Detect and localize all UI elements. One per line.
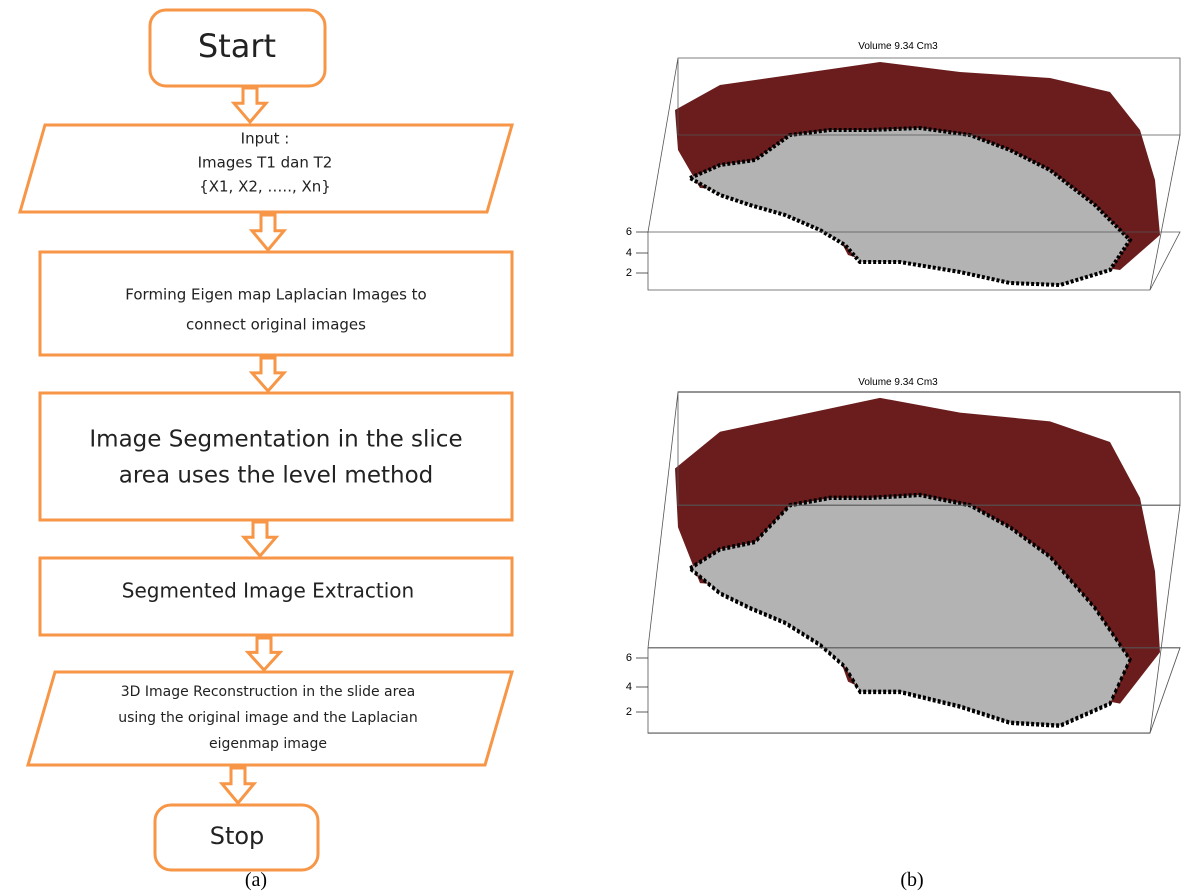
process-node [40,393,512,520]
page: Volume 9.34 Cm3 Volume 9.34 Cm3 (a) (b) … [0,0,1184,896]
node-text: Input : [241,130,290,148]
tick-label: 4 [626,681,632,693]
arrow [248,638,280,670]
node-text: Segmented Image Extraction [122,579,414,603]
node-text: area uses the level method [119,463,434,489]
node-text: Image Segmentation in the slice [89,427,462,453]
caption: (b) [900,869,923,891]
node-text: 3D Image Reconstruction in the slide are… [121,684,416,700]
arrow [244,522,276,556]
node-text: Forming Eigen map Laplacian Images to [125,286,426,304]
arrow [252,215,284,250]
tick-label: 6 [626,652,632,664]
render [648,392,1180,733]
render-title: Volume 9.34 Cm3 [858,41,938,52]
node-text: Images T1 dan T2 [198,154,333,172]
node-text: using the original image and the Laplaci… [118,710,418,726]
node-text: {X1, X2, ….., Xn} [199,178,331,196]
tick-label: 4 [626,247,632,259]
arrow [234,88,266,122]
node-text: connect original images [186,316,366,334]
tick-label: 6 [626,226,632,238]
render-title: Volume 9.34 Cm3 [858,377,938,388]
node-text: eigenmap image [209,736,327,752]
arrow [222,768,254,803]
render [648,58,1180,290]
tick-label: 2 [626,706,632,718]
node-text: Start [198,27,276,65]
arrow [252,358,284,391]
caption: (a) [245,869,267,891]
node-text: Stop [210,822,265,850]
process-node [40,252,512,355]
tick-label: 2 [626,267,632,279]
